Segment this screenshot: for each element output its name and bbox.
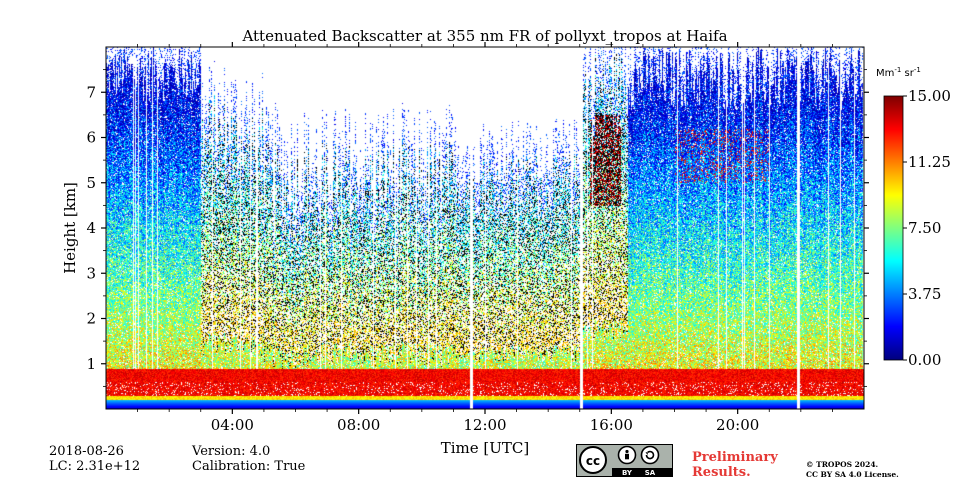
svg-text:BY: BY [622,469,633,477]
cc-by-sa-license-icon: cc BY SA [576,444,673,477]
date-info: 2018-08-26 LC: 2.31e+12 [49,444,140,474]
chart-title: Attenuated Backscatter at 355 nm FR of p… [241,27,727,45]
x-tick-label: 20:00 [716,416,759,434]
date-text: 2018-08-26 [49,444,124,459]
colorbar-gradient [884,96,903,360]
x-tick-label: 16:00 [590,416,633,434]
y-axis: 1 2 3 4 5 6 7 [86,69,869,387]
heatmap-area [105,46,865,410]
y-tick-label: 5 [86,174,96,192]
colorbar-tick-label: 3.75 [908,285,941,303]
y-axis-label: Height [km] [61,182,79,274]
copyright-notice: © TROPOS 2024. CC BY SA 4.0 License. [806,460,899,479]
version-text: Version: 4.0 [192,444,271,459]
y-tick-label: 1 [86,355,96,373]
colorbar: 0.00 3.75 7.50 11.25 15.00 Mm-1 sr-1 [876,66,951,369]
x-tick-label: 04:00 [211,416,254,434]
calibration-text: Calibration: True [192,459,306,474]
colorbar-tick-label: 15.00 [908,87,951,105]
svg-text:SA: SA [645,469,656,477]
colorbar-tick-label: 7.50 [908,219,941,237]
colorbar-unit: Mm-1 sr-1 [876,66,921,79]
heatmap-image [106,47,864,409]
x-axis-label: Time [UTC] [441,439,530,457]
y-tick-label: 6 [86,129,96,147]
y-tick-label: 4 [86,219,96,237]
x-axis: 04:00 08:00 12:00 16:00 20:00 [137,42,833,434]
colorbar-tick-label: 11.25 [908,153,951,171]
preliminary-results-label: Preliminary Results. [692,450,778,480]
colorbar-ticks: 0.00 3.75 7.50 11.25 15.00 [903,87,951,369]
x-tick-label: 08:00 [337,416,380,434]
svg-text:cc: cc [586,454,600,468]
colorbar-tick-label: 0.00 [908,351,941,369]
y-tick-label: 3 [86,264,96,282]
lidar-constant-text: LC: 2.31e+12 [49,459,141,474]
x-tick-label: 12:00 [463,416,506,434]
y-tick-label: 2 [86,310,96,328]
version-info: Version: 4.0 Calibration: True [192,444,305,474]
y-tick-label: 7 [86,83,96,101]
